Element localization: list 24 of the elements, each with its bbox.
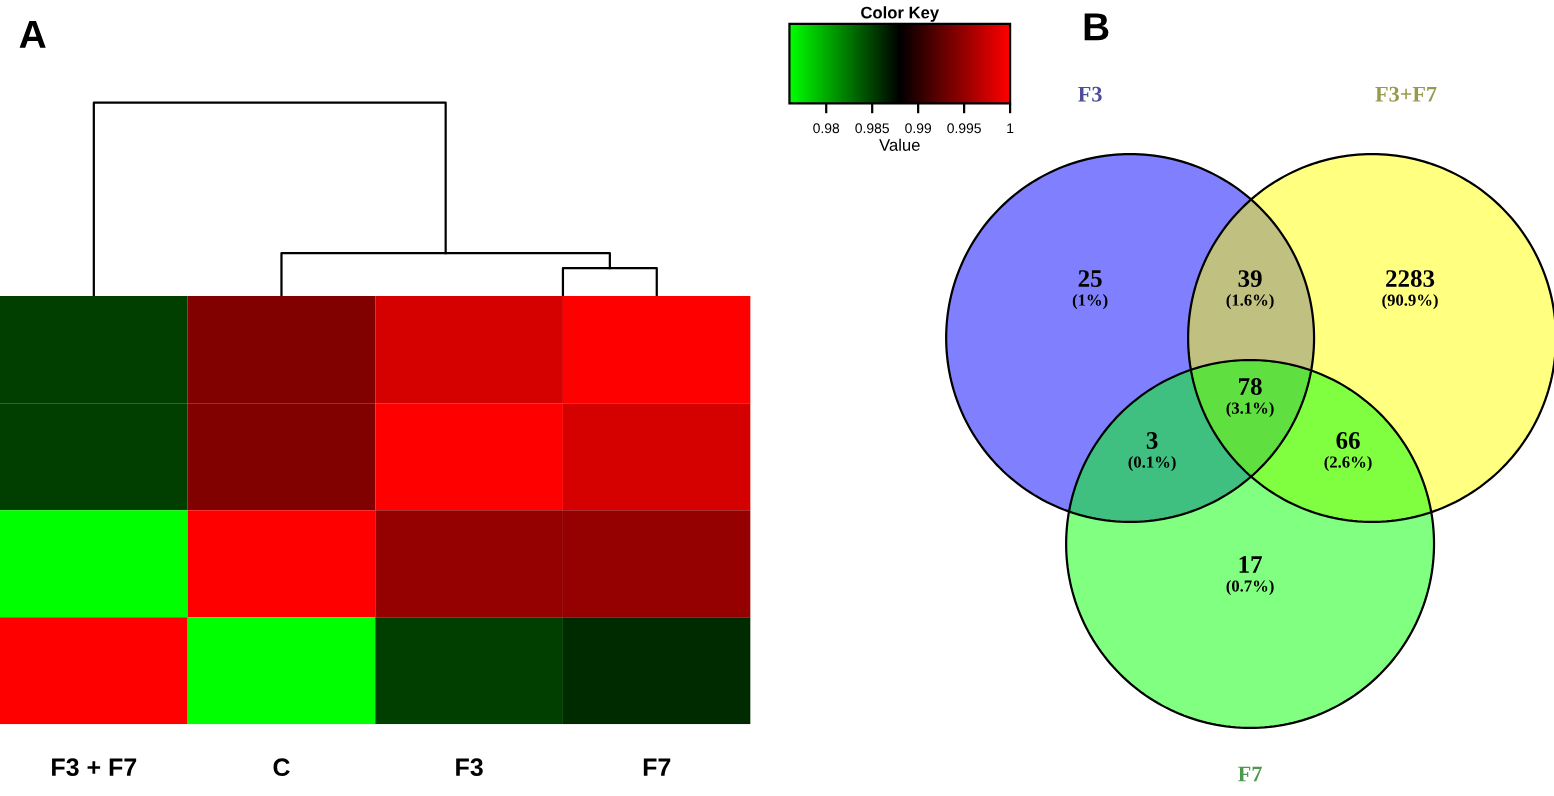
text: 39 <box>1238 270 1262 287</box>
category-label: F3 <box>1078 86 1102 102</box>
text: (0.7%) <box>1226 579 1274 596</box>
text: (3.1%) <box>1226 402 1274 418</box>
x-tick-label: F7 <box>643 758 671 776</box>
x-tick-label: F3 + F7 <box>52 758 137 777</box>
x-tick-label: F3 <box>456 758 483 777</box>
text: 17 <box>1239 556 1262 573</box>
text: (1%) <box>1072 294 1108 310</box>
legend-title: Color Key <box>861 6 940 22</box>
text: 3 <box>1146 432 1158 449</box>
text: B <box>1084 13 1109 41</box>
x-tick-label: C <box>273 758 290 777</box>
text: 66 <box>1336 432 1360 449</box>
text: (1.6%) <box>1226 294 1274 310</box>
text: (2.6%) <box>1324 455 1372 472</box>
text: 2283 <box>1386 270 1435 287</box>
text: 25 <box>1078 270 1102 287</box>
color-bar-title: Value <box>879 138 920 151</box>
text: (0.1%) <box>1128 455 1176 472</box>
chart-title: A <box>19 21 46 48</box>
text: 78 <box>1239 378 1262 395</box>
category-label: F3+F7 <box>1375 86 1437 102</box>
text: (90.9%) <box>1382 294 1438 310</box>
